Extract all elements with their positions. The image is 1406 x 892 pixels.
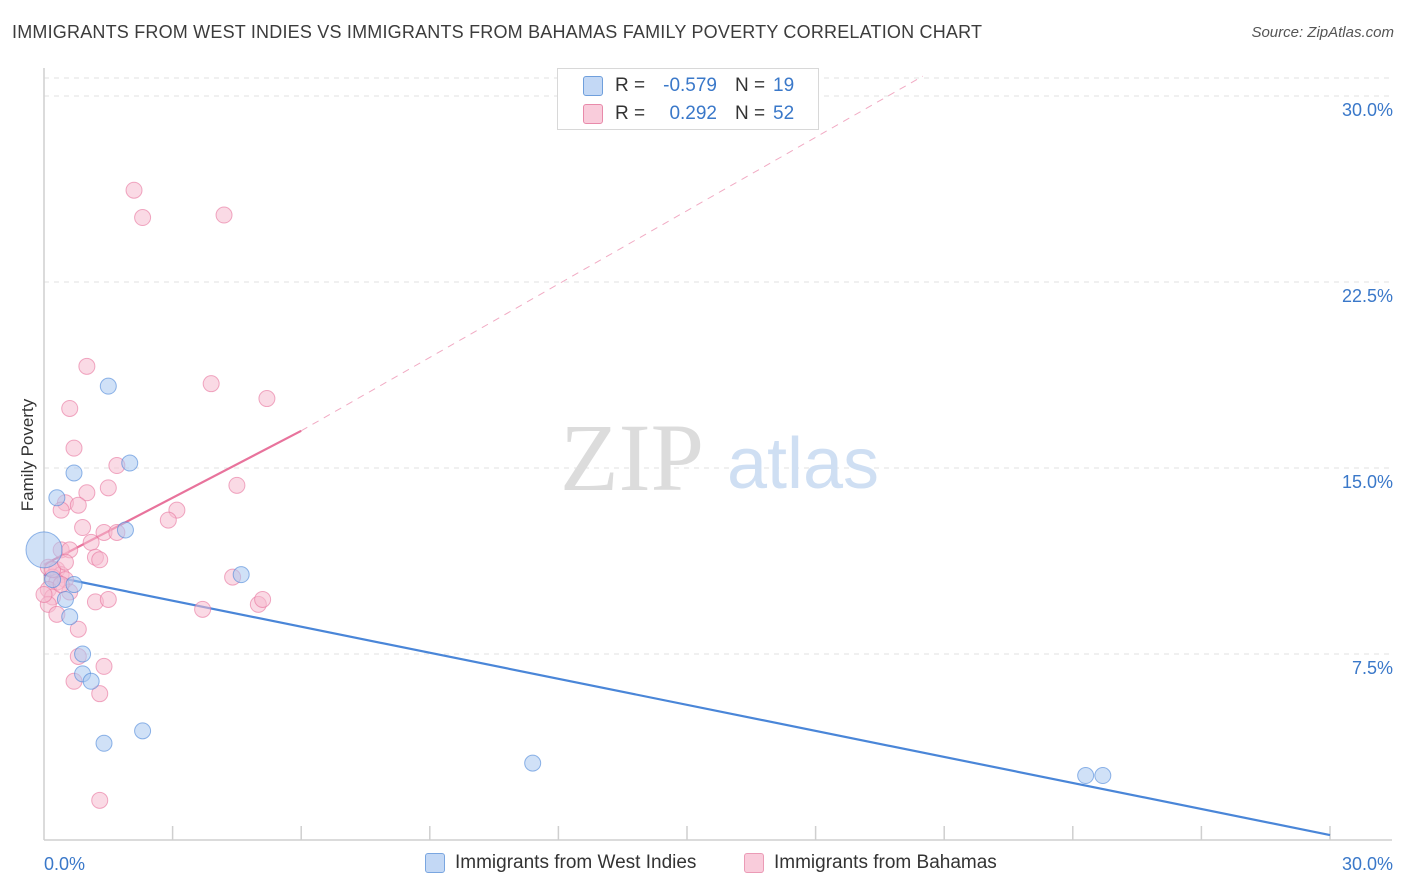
n-value: 19 <box>773 75 795 96</box>
r-value: -0.579 <box>663 75 717 96</box>
source-label: Source: ZipAtlas.com <box>1251 24 1394 41</box>
point-west-indies <box>74 645 92 663</box>
y-tick-label: 15.0% <box>1342 472 1393 492</box>
point-bahamas <box>74 519 92 537</box>
legend-row-bahamas: R = 0.292 N = 52 <box>558 100 794 128</box>
point-west-indies <box>25 531 63 569</box>
point-west-indies <box>1094 767 1112 785</box>
point-bahamas <box>61 399 79 417</box>
r-label: R = <box>615 75 646 96</box>
point-bahamas <box>78 484 96 502</box>
legend-label-bahamas: Immigrants from Bahamas <box>774 852 997 873</box>
y-tick-label: 7.5% <box>1352 658 1393 678</box>
legend-row-west-indies: R = -0.579 N = 19 <box>558 72 794 100</box>
point-west-indies <box>116 521 134 539</box>
point-bahamas <box>91 685 109 703</box>
point-bahamas <box>82 533 100 551</box>
point-bahamas <box>125 181 143 199</box>
x-tick-label: 30.0% <box>1342 854 1393 874</box>
point-west-indies <box>44 571 62 589</box>
legend-swatch-west-indies <box>425 853 445 873</box>
x-tick-label: 0.0% <box>44 854 85 874</box>
axis-layer <box>43 68 1392 841</box>
r-label: R = <box>615 103 646 124</box>
point-west-indies <box>524 754 542 772</box>
y-tick-label: 22.5% <box>1342 286 1393 306</box>
point-bahamas <box>69 620 87 638</box>
point-bahamas <box>194 600 212 618</box>
point-west-indies <box>56 590 74 608</box>
point-west-indies <box>65 576 83 594</box>
chart-title: IMMIGRANTS FROM WEST INDIES VS IMMIGRANT… <box>12 22 983 42</box>
y-tick-label: 30.0% <box>1342 100 1393 120</box>
trend-line-west-indies <box>43 573 1331 837</box>
point-west-indies <box>95 734 113 752</box>
point-west-indies <box>232 566 250 584</box>
legend-item-west-indies[interactable]: Immigrants from West Indies <box>425 852 696 874</box>
n-label: N = <box>735 103 766 124</box>
point-bahamas <box>95 657 113 675</box>
point-bahamas <box>254 590 272 608</box>
point-bahamas <box>91 551 109 569</box>
point-bahamas <box>134 209 152 227</box>
watermark: ZIP atlas <box>560 404 879 511</box>
y-axis-label: Family Poverty <box>18 398 37 512</box>
point-west-indies <box>82 672 100 690</box>
point-west-indies <box>99 377 117 395</box>
point-bahamas <box>35 585 53 603</box>
point-bahamas <box>228 476 246 494</box>
point-west-indies <box>65 464 83 482</box>
point-bahamas <box>91 791 109 809</box>
r-value: 0.292 <box>669 103 717 124</box>
point-bahamas <box>202 375 220 393</box>
point-bahamas <box>215 206 233 224</box>
point-bahamas <box>69 496 87 514</box>
point-west-indies <box>134 722 152 740</box>
tick-labels: 7.5% 15.0% 22.5% 30.0% 0.0% 30.0% <box>44 100 1393 874</box>
point-west-indies <box>61 608 79 626</box>
series-legend: Immigrants from West Indies Immigrants f… <box>0 852 1406 878</box>
legend-swatch-bahamas <box>583 104 603 124</box>
legend-label-west-indies: Immigrants from West Indies <box>455 852 697 873</box>
point-bahamas <box>78 357 96 375</box>
legend-swatch-bahamas <box>744 853 764 873</box>
grid-layer <box>44 77 1392 655</box>
legend-swatch-west-indies <box>583 76 603 96</box>
point-west-indies <box>1077 767 1095 785</box>
trend-extension-bahamas <box>300 75 924 432</box>
point-bahamas <box>99 479 117 497</box>
n-label: N = <box>735 75 766 96</box>
point-west-indies <box>48 489 66 507</box>
point-bahamas <box>99 590 117 608</box>
point-west-indies <box>121 454 139 472</box>
legend-item-bahamas[interactable]: Immigrants from Bahamas <box>744 852 997 874</box>
points-layer <box>25 181 1112 809</box>
n-value: 52 <box>773 103 795 124</box>
point-bahamas <box>258 390 276 408</box>
watermark-zip: ZIP <box>560 404 704 511</box>
correlation-legend: R = -0.579 N = 19 R = 0.292 N = 52 <box>557 68 819 130</box>
watermark-atlas: atlas <box>727 424 879 504</box>
point-bahamas <box>159 511 177 529</box>
point-bahamas <box>65 439 83 457</box>
